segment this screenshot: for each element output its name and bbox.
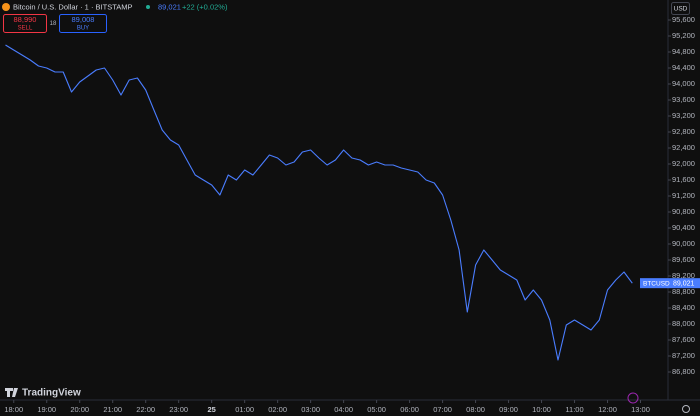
y-tick-label: 94,800 <box>672 47 695 56</box>
y-tick-label: 88,800 <box>672 287 695 296</box>
x-tick-label: 04:00 <box>334 405 353 414</box>
y-tick-label: 88,400 <box>672 303 695 312</box>
spread: 18 <box>50 21 57 27</box>
y-tick-label: 91,200 <box>672 191 695 200</box>
x-tick-label: 12:00 <box>598 405 617 414</box>
buy-button[interactable] <box>59 14 107 33</box>
last-price: 89,021 <box>158 2 181 11</box>
y-tick-label: 88,000 <box>672 319 695 328</box>
x-tick-label: 05:00 <box>367 405 386 414</box>
price-tag-name: BTCUSD <box>643 280 670 287</box>
x-tick-label: 11:00 <box>565 405 583 414</box>
buy-price[interactable]: 89,008 <box>72 15 95 24</box>
y-tick-label: 92,000 <box>672 159 695 168</box>
logo-icon <box>5 388 18 397</box>
y-tick-label: 89,200 <box>672 271 695 280</box>
y-tick-label: 94,400 <box>672 63 695 72</box>
currency-button[interactable] <box>671 2 690 15</box>
price-tag <box>640 278 700 289</box>
chart-title: Bitcoin / U.S. Dollar · 1 · BITSTAMP <box>13 2 132 11</box>
logo-text: TradingView <box>22 388 81 399</box>
x-tick-label: 13:00 <box>631 405 650 414</box>
x-tick-label: 06:00 <box>400 405 419 414</box>
x-tick-label: 10:00 <box>532 405 551 414</box>
y-tick-label: 95,200 <box>672 31 695 40</box>
sell-price[interactable]: 88,990 <box>14 15 37 24</box>
x-tick-label: 09:00 <box>499 405 518 414</box>
symbol-icon <box>2 3 10 11</box>
y-tick-label: 91,600 <box>672 175 695 184</box>
x-tick-label: 07:00 <box>433 405 452 414</box>
y-tick-label: 87,200 <box>672 351 695 360</box>
x-tick-label: 21:00 <box>103 405 122 414</box>
replay-icon[interactable] <box>627 392 639 404</box>
sell-button[interactable] <box>3 14 47 33</box>
y-tick-label: 95,600 <box>672 15 695 24</box>
y-tick-label: 94,000 <box>672 79 695 88</box>
sell-label[interactable]: SELL <box>18 26 33 32</box>
y-tick-label: 90,000 <box>672 239 695 248</box>
y-tick-label: 92,400 <box>672 143 695 152</box>
y-tick-label: 90,800 <box>672 207 695 216</box>
x-tick-label: 02:00 <box>268 405 287 414</box>
x-tick-label: 08:00 <box>466 405 485 414</box>
x-tick-label: 25 <box>207 405 215 414</box>
y-tick-label: 87,600 <box>672 335 695 344</box>
y-tick-label: 89,600 <box>672 255 695 264</box>
x-tick-label: 03:00 <box>301 405 320 414</box>
currency[interactable]: USD <box>674 6 688 13</box>
x-tick-label: 22:00 <box>136 405 155 414</box>
y-tick-label: 93,200 <box>672 111 695 120</box>
status-dot <box>146 5 150 9</box>
price-tag-value: 89,021 <box>673 281 695 288</box>
x-tick-label: 19:00 <box>37 405 56 414</box>
settings-icon[interactable] <box>682 405 690 413</box>
price-line <box>5 44 633 361</box>
price-change: +22 (+0.02%) <box>182 2 228 11</box>
y-tick-label: 86,800 <box>672 367 695 376</box>
x-tick-label: 20:00 <box>70 405 89 414</box>
y-tick-label: 90,400 <box>672 223 695 232</box>
x-tick-label: 23:00 <box>169 405 188 414</box>
x-tick-label: 01:00 <box>235 405 254 414</box>
y-tick-label: 92,800 <box>672 127 695 136</box>
y-tick-label: 93,600 <box>672 95 695 104</box>
buy-label[interactable]: BUY <box>77 26 89 32</box>
x-tick-label: 18:00 <box>4 405 23 414</box>
